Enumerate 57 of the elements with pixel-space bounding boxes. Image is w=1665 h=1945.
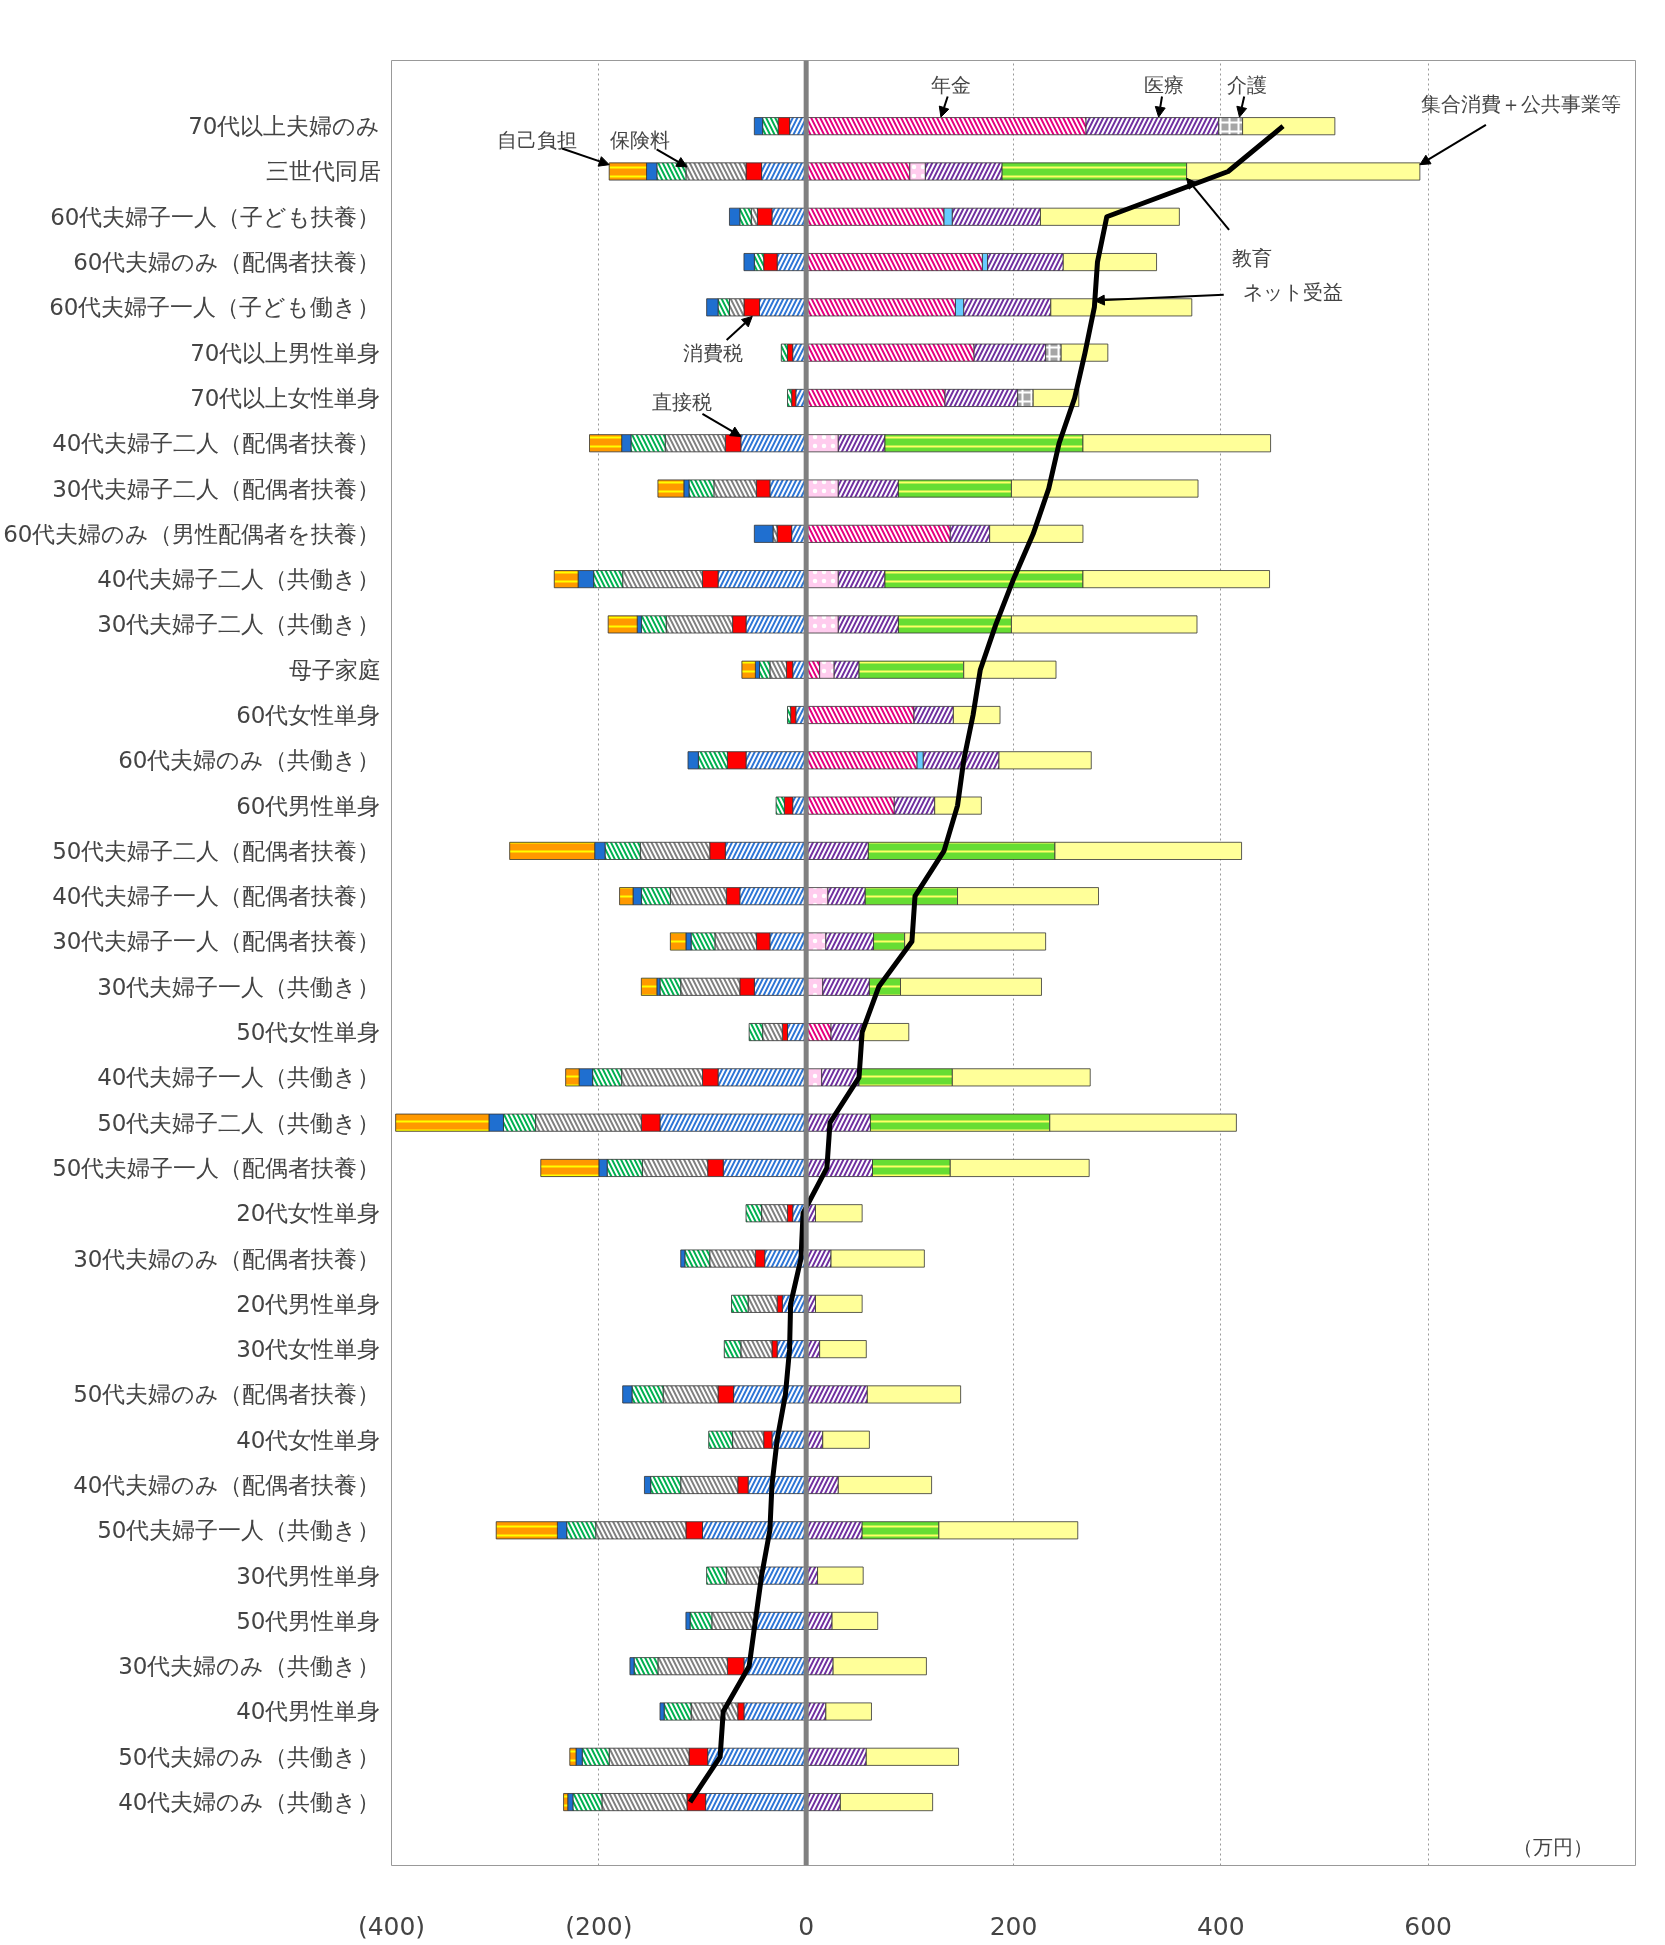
y-tick-label: 三世代同居 [265, 158, 381, 185]
annotation: 直接税 [651, 389, 712, 414]
annotation: ネット受益 [1243, 279, 1344, 304]
y-tick-label: 50代夫婦子二人（配偶者扶養） [52, 837, 381, 864]
x-tick-label: 400 [1196, 1911, 1245, 1941]
y-tick-label: 60代男性単身 [236, 792, 381, 819]
y-tick-label: 40代男性単身 [236, 1698, 381, 1725]
x-tick-label: (400) [357, 1911, 426, 1941]
y-tick-label: 60代夫婦子一人（子ども働き） [49, 294, 381, 321]
y-tick-label: 50代女性単身 [236, 1019, 381, 1046]
y-tick-label: 30代夫婦子一人（共働き） [97, 973, 381, 1000]
annotation: （万円） [1512, 1835, 1593, 1860]
y-tick-label: 60代夫婦子一人（子ども扶養） [50, 203, 381, 230]
y-tick-label: 40代夫婦のみ（共働き） [118, 1789, 381, 1816]
y-tick-label: 50代男性単身 [236, 1607, 381, 1634]
y-tick-label: 60代夫婦のみ（共働き） [118, 747, 381, 774]
y-tick-label: 40代女性単身 [236, 1426, 381, 1453]
annotation: 集合消費＋公共事業等 [1421, 91, 1622, 116]
y-tick-label: 40代夫婦子一人（配偶者扶養） [52, 883, 381, 910]
y-tick-label: 50代夫婦子二人（共働き） [97, 1109, 381, 1136]
y-tick-label: 40代夫婦子一人（共働き） [97, 1064, 381, 1091]
annotation: 教育 [1231, 245, 1272, 270]
y-tick-label: 30代夫婦のみ（配偶者扶養） [73, 1245, 381, 1272]
bar [753, 524, 774, 543]
y-tick-label: 20代男性単身 [236, 1290, 381, 1317]
y-tick-label: 30代男性単身 [236, 1562, 381, 1589]
y-tick-label: 60代女性単身 [236, 702, 381, 729]
y-tick-label: 母子家庭 [288, 656, 381, 683]
annotation: 保険料 [610, 127, 671, 152]
x-tick-label: 0 [798, 1911, 815, 1941]
y-tick-label: 40代夫婦のみ（配偶者扶養） [73, 1472, 381, 1499]
y-tick-label: 70代以上女性単身 [190, 384, 381, 411]
y-tick-label: 40代夫婦子二人（配偶者扶養） [52, 430, 381, 457]
y-tick-label: 30代夫婦子一人（配偶者扶養） [52, 928, 381, 955]
x-tick-label: (200) [565, 1911, 633, 1941]
annotation: 介護 [1226, 73, 1267, 98]
y-tick-label: 50代夫婦子一人（共働き） [97, 1517, 381, 1544]
y-tick-label: 20代女性単身 [236, 1200, 381, 1227]
y-tick-label: 60代夫婦のみ（男性配偶者を扶養） [3, 520, 381, 547]
annotation: 年金 [931, 73, 972, 98]
annotation: 消費税 [682, 340, 743, 365]
y-tick-label: 30代女性単身 [236, 1336, 381, 1363]
y-tick-label: 50代夫婦のみ（共働き） [118, 1743, 381, 1770]
y-tick-label: 50代夫婦のみ（配偶者扶養） [73, 1381, 381, 1408]
y-tick-label: 60代夫婦のみ（配偶者扶養） [73, 249, 381, 276]
x-tick-label: 600 [1404, 1911, 1453, 1941]
y-tick-label: 30代夫婦子二人（共働き） [97, 611, 381, 638]
y-tick-label: 30代夫婦のみ（共働き） [118, 1653, 381, 1680]
annotation: 自己負担 [496, 127, 577, 152]
y-tick-label: 70代以上男性単身 [190, 339, 381, 366]
y-tick-label: 30代夫婦子二人（配偶者扶養） [52, 475, 381, 502]
bar [862, 1023, 910, 1042]
y-tick-label: 40代夫婦子二人（共働き） [97, 566, 381, 593]
x-tick-label: 200 [989, 1911, 1038, 1941]
y-tick-label: 50代夫婦子一人（配偶者扶養） [52, 1154, 381, 1181]
y-tick-label: 70代以上夫婦のみ [188, 113, 381, 140]
annotation: 医療 [1143, 73, 1184, 98]
